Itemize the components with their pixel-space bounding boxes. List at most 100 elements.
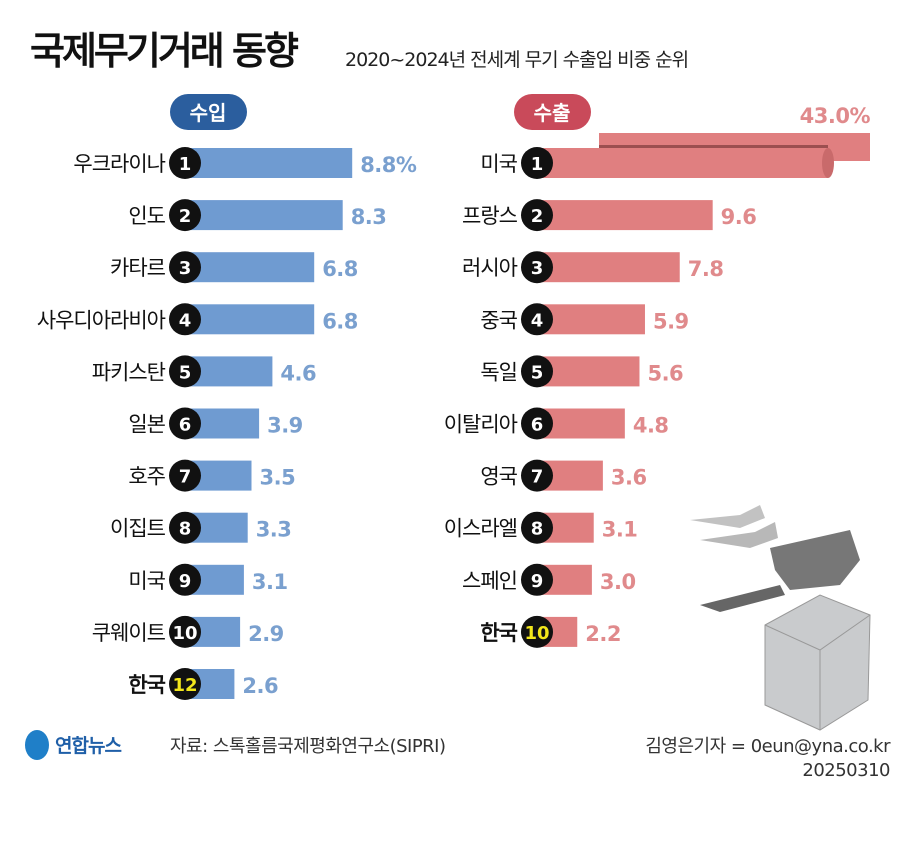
category-label: 이스라엘 xyxy=(444,517,517,541)
reporter: 김영은기자 = 0eun@yna.co.kr xyxy=(645,736,891,757)
category-label: 영국 xyxy=(480,465,517,489)
export-pill-label: 수출 xyxy=(534,101,571,125)
rank-number: 7 xyxy=(531,467,544,488)
page-title: 국제무기거래 동향 xyxy=(30,29,299,73)
bar-row: 8.8% 1 우크라이나 xyxy=(73,147,417,179)
category-label: 중국 xyxy=(480,308,517,332)
yonhap-logo-icon xyxy=(25,730,49,760)
export-header: 수출 xyxy=(514,94,591,130)
rank-number: 3 xyxy=(179,258,192,279)
rank-number: 5 xyxy=(179,362,192,383)
rank-number: 1 xyxy=(531,154,544,175)
rank-number: 6 xyxy=(531,415,544,436)
rank-badge xyxy=(169,563,201,596)
category-label: 미국 xyxy=(128,569,165,593)
category-label: 한국 xyxy=(128,673,165,697)
bar xyxy=(185,304,315,335)
category-label: 미국 xyxy=(480,152,517,176)
value-label: 3.1 xyxy=(252,570,288,594)
date: 20250310 xyxy=(802,760,890,781)
category-label: 카타르 xyxy=(110,256,166,280)
category-label: 스페인 xyxy=(462,569,517,593)
rank-number: 4 xyxy=(531,310,544,331)
rank-number: 3 xyxy=(531,258,544,279)
bar xyxy=(537,356,640,387)
rank-badge xyxy=(521,147,553,179)
tank-icon xyxy=(770,530,860,590)
rank-badge xyxy=(169,459,201,492)
category-label: 쿠웨이트 xyxy=(92,621,166,645)
value-label: 5.6 xyxy=(647,361,683,385)
rank-badge xyxy=(521,199,553,232)
value-label: 4.8 xyxy=(633,414,669,438)
category-label: 러시아 xyxy=(462,256,518,280)
bar xyxy=(537,252,680,283)
bar-row: 4.8 6 이탈리아 xyxy=(444,407,669,440)
import-chart: 8.8% 1 우크라이나 8.3 2 인도 6.8 3 카타르 6.8 4 사우디아라비아 4.6 5 파키… xyxy=(37,147,417,700)
rank-badge xyxy=(169,147,201,179)
bar-row: 5.6 5 독일 xyxy=(480,355,684,388)
footer: 연합뉴스 자료: 스톡홀름국제평화연구소(SIPRI) 김영은기자 = 0eun… xyxy=(25,730,892,781)
bar-row: 3.3 8 이집트 xyxy=(110,511,292,544)
export-pill xyxy=(514,94,591,130)
bar xyxy=(185,148,353,178)
value-label: 2.9 xyxy=(248,622,284,646)
value-label: 8.3 xyxy=(351,205,387,229)
rank-badge xyxy=(169,251,201,284)
bar-row: 3.9 6 일본 xyxy=(128,407,303,440)
value-label: 5.9 xyxy=(653,309,689,333)
rank-number: 1 xyxy=(179,154,192,175)
value-label: 3.9 xyxy=(267,414,303,438)
value-label: 6.8 xyxy=(322,309,358,333)
bar-row: 7.8 3 러시아 xyxy=(462,251,724,284)
rank-number: 10 xyxy=(172,623,197,644)
category-label: 프랑스 xyxy=(462,204,518,228)
rank-badge xyxy=(169,355,201,388)
category-label: 우크라이나 xyxy=(73,152,165,176)
rank-badge xyxy=(521,355,553,388)
container-icon xyxy=(764,594,871,731)
bar xyxy=(537,304,645,335)
rank-number: 4 xyxy=(179,310,192,331)
bar-row: 43.0% 1 미국 xyxy=(480,104,871,179)
yonhap-logo: 연합뉴스 xyxy=(55,735,121,757)
bar-row: 6.8 4 사우디아라비아 xyxy=(37,303,358,336)
bar-row: 5.9 4 중국 xyxy=(480,303,689,336)
import-header: 수입 xyxy=(170,94,247,130)
source: 자료: 스톡홀름국제평화연구소(SIPRI) xyxy=(170,736,446,757)
category-label: 파키스탄 xyxy=(92,360,166,384)
bar-row: 4.6 5 파키스탄 xyxy=(92,355,317,388)
category-label: 이집트 xyxy=(110,517,166,541)
artillery-icon xyxy=(700,585,785,612)
value-label: 43.0% xyxy=(800,104,871,128)
bar xyxy=(537,148,828,178)
rank-number: 7 xyxy=(179,467,192,488)
rank-badge xyxy=(521,303,553,336)
rank-number: 6 xyxy=(179,415,192,436)
bar-row: 8.3 2 인도 xyxy=(128,199,387,232)
value-label: 4.6 xyxy=(280,361,316,385)
value-label: 3.6 xyxy=(611,466,647,490)
import-pill xyxy=(170,94,247,130)
bar-row: 3.5 7 호주 xyxy=(128,459,296,492)
export-chart: 43.0% 1 미국 9.6 2 프랑스 7.8 3 러시아 5.9 4 중국 5.6 5 독일 4.8 6 이탈… xyxy=(444,104,871,648)
bar-row: 3.0 9 스페인 xyxy=(462,563,636,596)
rank-badge xyxy=(521,563,553,596)
rank-badge xyxy=(521,251,553,284)
rank-badge xyxy=(521,511,553,544)
rank-badge xyxy=(169,199,201,232)
bar xyxy=(185,252,315,283)
subtitle: 2020~2024년 전세계 무기 수출입 비중 순위 xyxy=(345,49,688,71)
rank-badge xyxy=(521,459,553,492)
bar-row: 3.6 7 영국 xyxy=(480,459,647,492)
category-label: 사우디아라비아 xyxy=(37,308,166,332)
rank-badge xyxy=(521,407,553,440)
rank-badge xyxy=(169,615,201,648)
bar-row: 3.1 9 미국 xyxy=(128,563,288,596)
value-label: 3.1 xyxy=(602,518,638,542)
value-label: 9.6 xyxy=(721,205,757,229)
bar-row: 2.6 12 한국 xyxy=(128,668,279,700)
value-label: 2.6 xyxy=(242,674,278,698)
category-label: 일본 xyxy=(128,413,165,437)
rank-number: 12 xyxy=(172,675,197,696)
